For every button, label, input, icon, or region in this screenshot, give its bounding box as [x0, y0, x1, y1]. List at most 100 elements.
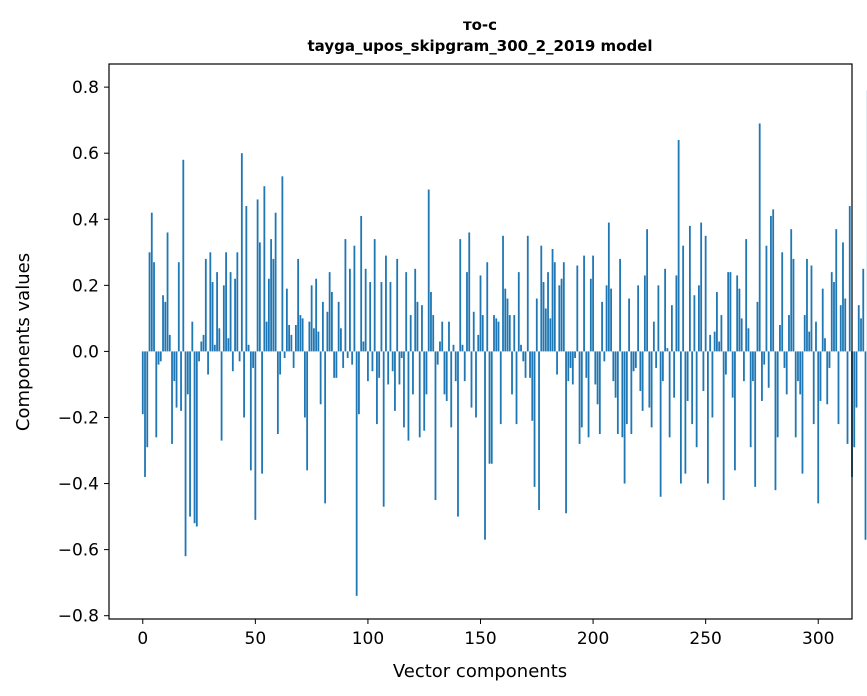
bar	[324, 351, 327, 504]
bar	[432, 315, 435, 352]
bar	[168, 334, 171, 352]
bar	[754, 351, 757, 487]
bar	[855, 351, 858, 408]
bar	[328, 272, 331, 352]
bar	[691, 351, 694, 425]
bar	[315, 278, 318, 352]
bar	[216, 272, 218, 352]
bar	[828, 351, 831, 368]
bar	[619, 258, 621, 352]
bar	[625, 351, 628, 425]
bar	[414, 268, 417, 352]
bar	[607, 222, 610, 352]
bar	[659, 351, 662, 497]
bar	[709, 334, 712, 352]
bar	[477, 334, 480, 352]
bar	[231, 351, 234, 372]
x-tick-label: 100	[352, 629, 384, 649]
bar	[369, 282, 372, 352]
bar	[238, 351, 241, 362]
bar	[335, 351, 338, 378]
bar	[560, 278, 563, 352]
bar	[144, 351, 146, 477]
bar	[186, 351, 189, 395]
bar	[387, 351, 390, 385]
bar	[459, 239, 462, 352]
bar	[821, 288, 824, 352]
bar	[601, 301, 603, 352]
bar	[592, 255, 594, 352]
bar	[207, 351, 209, 375]
bar	[511, 351, 513, 395]
bar	[283, 351, 286, 359]
bar	[182, 159, 185, 352]
bar	[301, 318, 304, 352]
bar	[418, 351, 421, 438]
bar	[544, 308, 547, 352]
x-tick-label: 150	[464, 629, 496, 649]
bar	[274, 212, 277, 352]
bar	[294, 324, 297, 352]
bar	[770, 215, 772, 352]
bar	[610, 288, 612, 352]
bar	[344, 239, 347, 352]
bar	[439, 341, 441, 352]
y-axis-label: Components values	[13, 253, 34, 431]
bar	[299, 315, 302, 352]
bar	[857, 305, 860, 352]
bar	[436, 351, 439, 365]
y-tick-label: 0.2	[72, 276, 99, 296]
bar	[533, 351, 536, 487]
bar	[288, 324, 291, 352]
bar	[355, 351, 358, 596]
bar	[513, 315, 516, 352]
bar	[727, 272, 730, 352]
bar	[225, 252, 227, 352]
y-tick-label: 0.8	[72, 78, 99, 98]
bar	[400, 351, 403, 359]
bar	[596, 351, 599, 405]
bar	[425, 351, 428, 395]
bar	[785, 351, 788, 395]
bar	[553, 262, 556, 352]
bar	[794, 351, 797, 438]
bar	[524, 351, 527, 378]
bar	[526, 235, 529, 352]
bar	[772, 209, 775, 352]
bar	[306, 351, 309, 471]
bar	[385, 255, 387, 352]
bar	[826, 351, 829, 405]
bar	[391, 351, 394, 372]
bar	[450, 351, 453, 428]
bars-group	[141, 90, 867, 596]
bar	[457, 351, 459, 517]
bar	[641, 351, 644, 411]
bar	[486, 262, 489, 352]
bar	[556, 351, 558, 375]
bar	[542, 282, 545, 352]
bar	[661, 351, 664, 382]
y-tick-label: 0.4	[72, 210, 99, 230]
bar	[605, 285, 608, 352]
bar	[281, 176, 284, 352]
bar	[767, 351, 770, 388]
bar	[308, 321, 311, 352]
bar	[157, 351, 160, 365]
bar	[603, 351, 606, 362]
bar	[162, 295, 164, 352]
bar	[441, 321, 444, 352]
bar	[801, 351, 804, 474]
bar	[209, 252, 212, 352]
bar	[148, 252, 151, 352]
bar	[540, 245, 543, 352]
bar	[353, 245, 356, 352]
bar	[551, 249, 554, 352]
bar	[639, 351, 642, 392]
bar	[371, 351, 374, 372]
bar	[740, 318, 743, 352]
bar	[515, 351, 518, 425]
bar	[373, 239, 376, 352]
bar	[256, 199, 259, 352]
bar	[630, 351, 633, 434]
